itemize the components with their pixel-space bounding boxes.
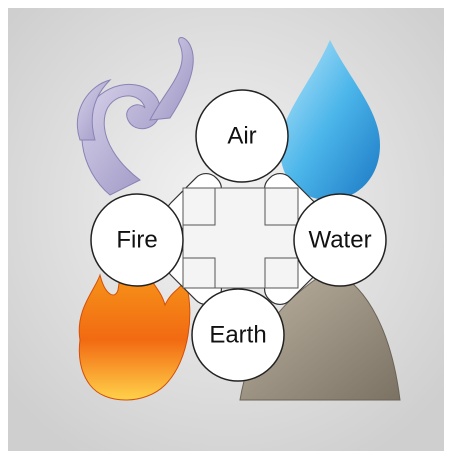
node-circle — [195, 89, 289, 183]
node-circle — [90, 193, 184, 287]
node-label: Earth — [209, 321, 266, 348]
fire — [78, 248, 191, 401]
water-drop — [280, 40, 380, 200]
node-circle — [191, 288, 285, 382]
node-label: Fire — [116, 226, 157, 253]
node-circle — [293, 193, 387, 287]
node-label: Air — [227, 122, 256, 149]
node-label: Water — [308, 226, 371, 253]
connectors — [165, 172, 321, 306]
air-swirl — [76, 37, 194, 196]
